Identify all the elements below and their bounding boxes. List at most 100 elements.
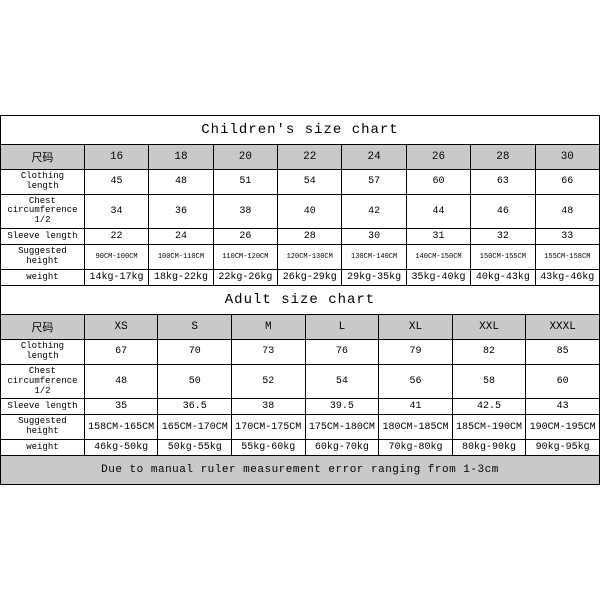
children-cell: 130CM-140CM	[342, 245, 406, 270]
adult-row-label: Chest circumference 1/2	[1, 364, 85, 399]
children-title: Children's size chart	[1, 115, 600, 144]
children-cell: 24	[149, 229, 213, 245]
adult-row-label: Sleeve length	[1, 399, 85, 415]
adult-cell: 54	[305, 364, 379, 399]
adult-cell: 73	[232, 340, 306, 365]
adult-cell: 55kg-60kg	[232, 440, 306, 456]
adult-row: Chest circumference 1/248505254565860	[1, 364, 600, 399]
adult-cell: 58	[452, 364, 526, 399]
children-header-cell: 26	[406, 144, 470, 169]
measurement-note-row: Due to manual ruler measurement error ra…	[1, 456, 600, 485]
children-title-row: Children's size chart	[1, 115, 600, 144]
adult-size-table: Adult size chart 尺码XSSMLXLXXLXXXL Clothi…	[0, 285, 600, 485]
children-header-cell: 24	[342, 144, 406, 169]
adult-cell: 35	[84, 399, 158, 415]
children-row-label: Chest circumference 1/2	[1, 194, 85, 229]
adult-cell: 76	[305, 340, 379, 365]
children-header-row: 尺码1618202224262830	[1, 144, 600, 169]
children-cell: 54	[278, 169, 342, 194]
adult-cell: 85	[526, 340, 600, 365]
children-size-table: Children's size chart 尺码1618202224262830…	[0, 115, 600, 286]
children-header-cell: 30	[535, 144, 599, 169]
children-row-label: weight	[1, 270, 85, 286]
children-cell: 26	[213, 229, 277, 245]
children-cell: 38	[213, 194, 277, 229]
children-row: Suggested height90CM-100CM100CM-110CM110…	[1, 245, 600, 270]
adult-row: Clothing length67707376798285	[1, 340, 600, 365]
adult-cell: 50kg-55kg	[158, 440, 232, 456]
adult-header-cell: XS	[84, 315, 158, 340]
adult-cell: 38	[232, 399, 306, 415]
children-cell: 36	[149, 194, 213, 229]
adult-cell: 185CM-190CM	[452, 415, 526, 440]
children-header-cell: 22	[278, 144, 342, 169]
adult-header-cell: XL	[379, 315, 453, 340]
children-cell: 66	[535, 169, 599, 194]
size-chart-wrapper: Children's size chart 尺码1618202224262830…	[0, 115, 600, 485]
children-cell: 32	[471, 229, 535, 245]
adult-row: weight46kg-50kg50kg-55kg55kg-60kg60kg-70…	[1, 440, 600, 456]
adult-cell: 170CM-175CM	[232, 415, 306, 440]
adult-cell: 70	[158, 340, 232, 365]
adult-header-cell: XXXL	[526, 315, 600, 340]
measurement-note: Due to manual ruler measurement error ra…	[1, 456, 600, 485]
children-row-label: Clothing length	[1, 169, 85, 194]
children-row: Sleeve length2224262830313233	[1, 229, 600, 245]
children-row-label: Sleeve length	[1, 229, 85, 245]
children-header-cell: 16	[84, 144, 148, 169]
children-cell: 34	[84, 194, 148, 229]
adult-cell: 79	[379, 340, 453, 365]
adult-row-label: Suggested height	[1, 415, 85, 440]
adult-title: Adult size chart	[1, 286, 600, 315]
adult-cell: 48	[84, 364, 158, 399]
children-cell: 155CM-158CM	[535, 245, 599, 270]
children-cell: 140CM-150CM	[406, 245, 470, 270]
children-cell: 63	[471, 169, 535, 194]
adult-row: Suggested height158CM-165CM165CM-170CM17…	[1, 415, 600, 440]
adult-cell: 52	[232, 364, 306, 399]
adult-row: Sleeve length3536.53839.54142.543	[1, 399, 600, 415]
children-cell: 26kg-29kg	[278, 270, 342, 286]
children-cell: 28	[278, 229, 342, 245]
children-row: weight14kg-17kg18kg-22kg22kg-26kg26kg-29…	[1, 270, 600, 286]
adult-header-cell: L	[305, 315, 379, 340]
adult-header-cell: S	[158, 315, 232, 340]
adult-cell: 165CM-170CM	[158, 415, 232, 440]
children-header-cell: 28	[471, 144, 535, 169]
adult-cell: 41	[379, 399, 453, 415]
adult-cell: 50	[158, 364, 232, 399]
children-row: Chest circumference 1/23436384042444648	[1, 194, 600, 229]
children-cell: 48	[149, 169, 213, 194]
children-cell: 44	[406, 194, 470, 229]
children-cell: 18kg-22kg	[149, 270, 213, 286]
adult-header-cell: M	[232, 315, 306, 340]
children-cell: 46	[471, 194, 535, 229]
children-cell: 51	[213, 169, 277, 194]
children-header-cell: 20	[213, 144, 277, 169]
adult-cell: 90kg-95kg	[526, 440, 600, 456]
children-cell: 60	[406, 169, 470, 194]
children-cell: 43kg-46kg	[535, 270, 599, 286]
children-cell: 40	[278, 194, 342, 229]
children-cell: 33	[535, 229, 599, 245]
children-cell: 45	[84, 169, 148, 194]
adult-cell: 60kg-70kg	[305, 440, 379, 456]
children-cell: 120CM-130CM	[278, 245, 342, 270]
adult-cell: 42.5	[452, 399, 526, 415]
children-cell: 48	[535, 194, 599, 229]
adult-cell: 67	[84, 340, 158, 365]
adult-header-cell: 尺码	[1, 315, 85, 340]
adult-cell: 46kg-50kg	[84, 440, 158, 456]
adult-cell: 82	[452, 340, 526, 365]
children-row: Clothing length4548515457606366	[1, 169, 600, 194]
adult-row-label: Clothing length	[1, 340, 85, 365]
children-header-cell: 尺码	[1, 144, 85, 169]
adult-header-row: 尺码XSSMLXLXXLXXXL	[1, 315, 600, 340]
adult-cell: 36.5	[158, 399, 232, 415]
adult-cell: 190CM-195CM	[526, 415, 600, 440]
children-cell: 29kg-35kg	[342, 270, 406, 286]
children-cell: 30	[342, 229, 406, 245]
adult-cell: 39.5	[305, 399, 379, 415]
children-cell: 110CM-120CM	[213, 245, 277, 270]
children-cell: 22kg-26kg	[213, 270, 277, 286]
